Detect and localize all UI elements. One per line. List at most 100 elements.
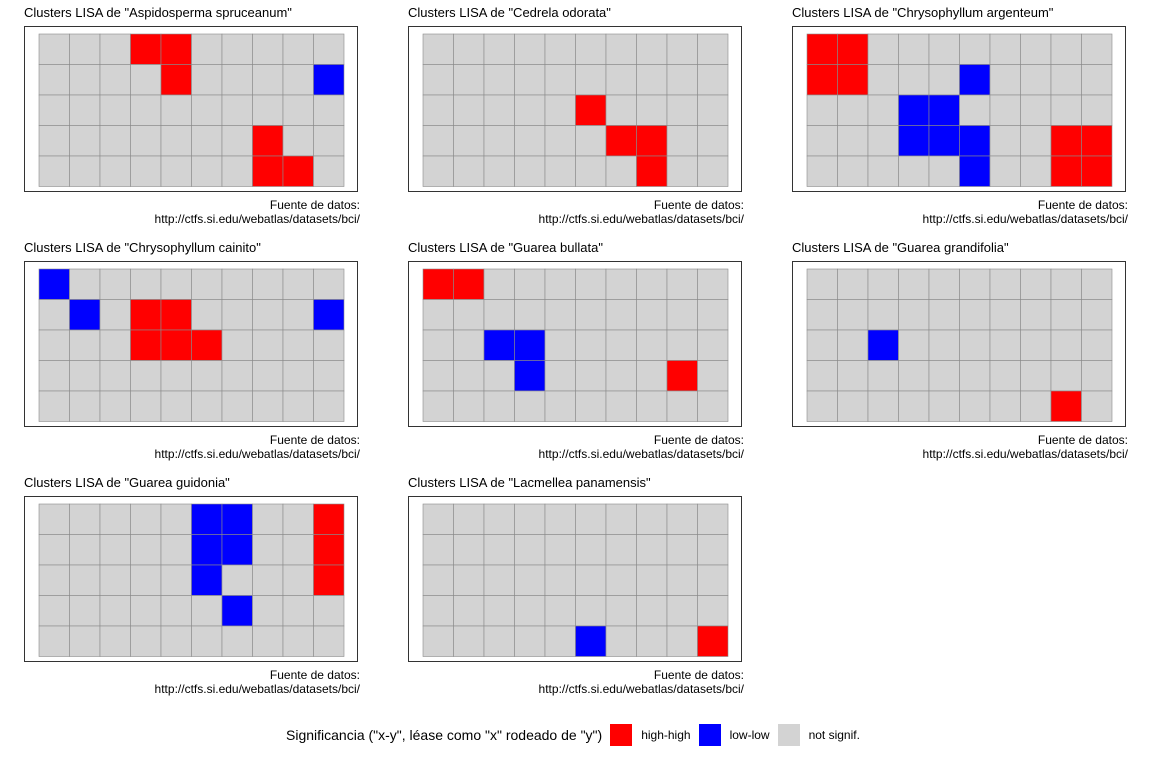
cell-not-signif [282, 534, 314, 566]
cell-not-signif [282, 299, 314, 331]
cell-not-signif [483, 564, 515, 596]
cell-not-signif [282, 64, 314, 96]
cell-not-signif [252, 268, 284, 300]
cell-not-signif [191, 33, 223, 65]
lisa-map [38, 503, 345, 657]
cell-not-signif [313, 390, 345, 422]
cell-not-signif [99, 299, 131, 331]
cell-not-signif [282, 595, 314, 627]
lisa-map [422, 33, 729, 187]
cell-not-signif [1020, 360, 1052, 392]
cell-not-signif [806, 360, 838, 392]
cell-not-signif [191, 625, 223, 657]
cell-not-signif [483, 299, 515, 331]
cell-not-signif [837, 155, 869, 187]
cell-not-signif [575, 390, 607, 422]
cell-not-signif [313, 94, 345, 126]
cell-not-signif [666, 534, 698, 566]
cell-low-low [483, 329, 515, 361]
lisa-map [38, 268, 345, 422]
cell-not-signif [221, 360, 253, 392]
lisa-panel: Clusters LISA de "Cedrela odorata" Fuente… [408, 5, 748, 235]
cell-not-signif [282, 564, 314, 596]
cell-not-signif [252, 390, 284, 422]
cell-not-signif [422, 94, 454, 126]
cell-low-low [69, 299, 101, 331]
cell-not-signif [1020, 268, 1052, 300]
cell-not-signif [422, 534, 454, 566]
cell-high-high [313, 534, 345, 566]
cell-not-signif [313, 33, 345, 65]
cell-not-signif [544, 534, 576, 566]
cell-not-signif [928, 268, 960, 300]
cell-not-signif [605, 299, 637, 331]
cell-not-signif [453, 329, 485, 361]
cell-not-signif [605, 360, 637, 392]
cell-not-signif [636, 299, 668, 331]
cell-not-signif [575, 329, 607, 361]
lisa-map [38, 33, 345, 187]
cell-not-signif [252, 360, 284, 392]
cell-not-signif [422, 155, 454, 187]
cell-high-high [1081, 155, 1113, 187]
cell-not-signif [99, 125, 131, 157]
cell-not-signif [38, 564, 70, 596]
cell-low-low [221, 534, 253, 566]
cell-high-high [636, 155, 668, 187]
caption-line-2: http://ctfs.si.edu/webatlas/datasets/bci… [154, 447, 360, 461]
cell-not-signif [38, 64, 70, 96]
cell-not-signif [191, 390, 223, 422]
cell-not-signif [483, 33, 515, 65]
cell-not-signif [252, 564, 284, 596]
cell-not-signif [453, 534, 485, 566]
cell-not-signif [69, 125, 101, 157]
cell-not-signif [666, 155, 698, 187]
map-frame [792, 261, 1126, 427]
cell-not-signif [806, 329, 838, 361]
cell-not-signif [422, 360, 454, 392]
cell-not-signif [1020, 33, 1052, 65]
cell-low-low [898, 125, 930, 157]
cell-not-signif [514, 155, 546, 187]
cell-not-signif [575, 564, 607, 596]
cell-not-signif [191, 299, 223, 331]
cell-not-signif [38, 33, 70, 65]
data-source-caption: Fuente de datos: http://ctfs.si.edu/webat… [155, 668, 360, 696]
cell-low-low [221, 503, 253, 535]
cell-not-signif [69, 94, 101, 126]
map-frame [24, 26, 358, 192]
cell-not-signif [422, 503, 454, 535]
cell-not-signif [1020, 125, 1052, 157]
cell-not-signif [422, 595, 454, 627]
cell-not-signif [483, 64, 515, 96]
cell-not-signif [69, 503, 101, 535]
cell-not-signif [282, 268, 314, 300]
cell-high-high [160, 33, 192, 65]
cell-not-signif [697, 503, 729, 535]
cell-not-signif [989, 329, 1021, 361]
cell-not-signif [160, 360, 192, 392]
cell-not-signif [130, 595, 162, 627]
cell-not-signif [313, 595, 345, 627]
cell-not-signif [544, 299, 576, 331]
caption-line-2: http://ctfs.si.edu/webatlas/datasets/bci… [538, 212, 744, 226]
cell-not-signif [636, 625, 668, 657]
cell-not-signif [636, 534, 668, 566]
data-source-caption: Fuente de datos: http://ctfs.si.edu/webat… [539, 198, 744, 226]
cell-not-signif [422, 64, 454, 96]
cell-not-signif [130, 94, 162, 126]
lisa-panel: Clusters LISA de "Guarea guidonia" Fuente… [24, 475, 364, 705]
cell-not-signif [313, 360, 345, 392]
cell-not-signif [928, 155, 960, 187]
cell-low-low [959, 125, 991, 157]
cell-not-signif [867, 33, 899, 65]
cell-not-signif [282, 390, 314, 422]
caption-line-1: Fuente de datos: [269, 668, 360, 682]
cell-not-signif [252, 64, 284, 96]
caption-line-2: http://ctfs.si.edu/webatlas/datasets/bci… [538, 682, 744, 696]
cell-not-signif [483, 360, 515, 392]
cell-not-signif [38, 534, 70, 566]
cell-not-signif [837, 299, 869, 331]
cell-not-signif [605, 503, 637, 535]
cell-not-signif [422, 125, 454, 157]
